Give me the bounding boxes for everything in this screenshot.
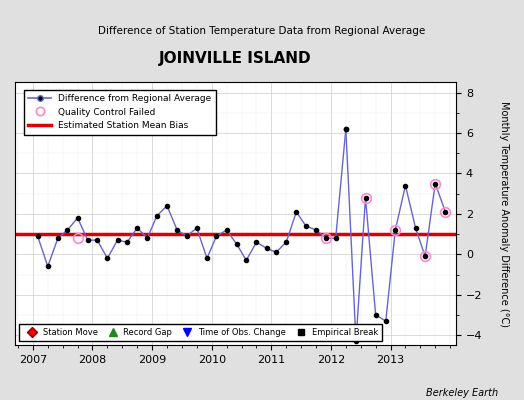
Legend: Station Move, Record Gap, Time of Obs. Change, Empirical Break: Station Move, Record Gap, Time of Obs. C… bbox=[19, 324, 382, 341]
Text: Difference of Station Temperature Data from Regional Average: Difference of Station Temperature Data f… bbox=[99, 26, 425, 36]
Y-axis label: Monthly Temperature Anomaly Difference (°C): Monthly Temperature Anomaly Difference (… bbox=[499, 101, 509, 327]
Text: Berkeley Earth: Berkeley Earth bbox=[425, 388, 498, 398]
Title: JOINVILLE ISLAND: JOINVILLE ISLAND bbox=[159, 51, 312, 66]
